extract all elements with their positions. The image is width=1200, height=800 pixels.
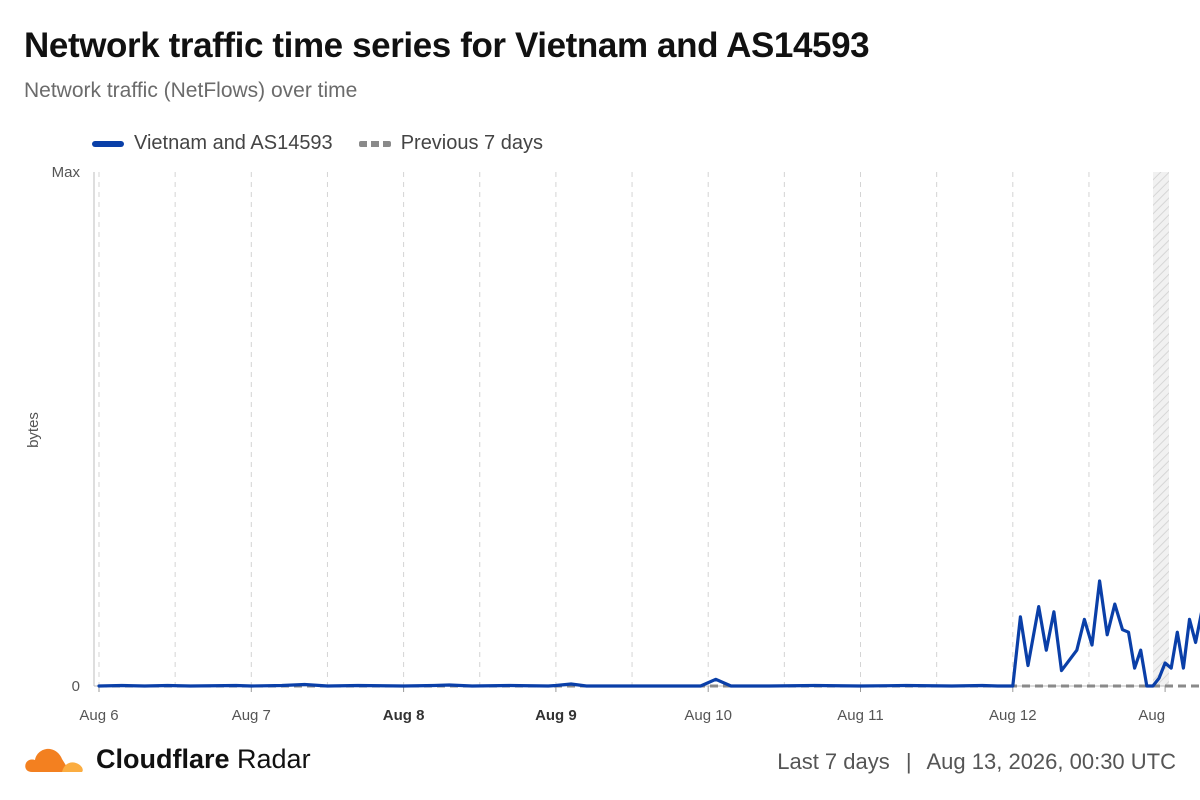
legend-swatch-current [92,140,124,147]
x-axis-ticks: Aug 6 Aug 7 Aug 8 Aug 9 Aug 10 Aug 11 Aug 12 Au… [79,686,1166,724]
x-tick-label: Aug 7 [232,707,271,724]
meta-separator: | [905,749,912,774]
x-tick-label: Aug 12 [989,707,1037,724]
cloudflare-radar-logo[interactable]: Cloudflare Radar [22,742,311,776]
brand-secondary: Radar [237,743,311,774]
x-tick-label: Aug 6 [79,707,118,724]
brand-primary: Cloudflare [96,743,230,774]
series-line-vietnam [97,579,1200,688]
legend-label-previous: Previous 7 days [400,132,543,154]
period-label: Last 7 days [777,749,890,774]
y-tick-label-zero: 0 [72,678,80,695]
x-tick-label: Aug 9 [535,707,577,724]
x-tick-label: Aug 8 [383,707,425,724]
legend-swatch-previous [358,140,391,147]
y-tick-label-max: Max [52,164,81,181]
y-axis-label: bytes [25,412,42,448]
chart-title: Network traffic time series for Vietnam … [24,26,870,65]
x-tick-label: Aug 11 [837,707,883,724]
cloudflare-cloud-icon [24,748,84,774]
timestamp-label: Aug 13, 2026, 00:30 UTC [926,749,1177,774]
legend-label-current: Vietnam and AS14593 [134,132,333,154]
footer-meta: Last 7 days | Aug 13, 2026, 00:30 UTC [777,749,1176,775]
x-tick-label: Aug [1138,707,1165,724]
brand-name: Cloudflare Radar [96,744,311,775]
legend-item-current[interactable]: Vietnam and AS14593 [92,132,333,155]
chart-grid [98,172,1090,686]
chart-subtitle: Network traffic (NetFlows) over time [24,79,358,102]
incomplete-period-hatch [1153,172,1169,686]
legend-item-previous[interactable]: Previous 7 days [358,132,543,155]
x-tick-label: Aug 10 [684,707,732,724]
chart-legend: Vietnam and AS14593 Previous 7 days [92,132,569,155]
traffic-chart: Max 0 bytes Aug 6 Aug 7 Aug 8 Aug 9 Aug 10 Au… [25,164,1200,724]
